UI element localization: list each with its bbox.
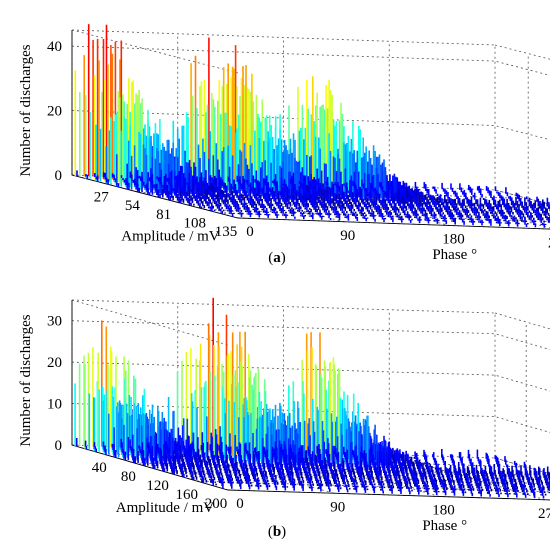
back-wall <box>71 29 496 190</box>
z-tick-label: 20 <box>47 355 62 371</box>
phase-tick-label: 0 <box>246 224 254 240</box>
amplitude-tick-label: 27 <box>94 190 110 206</box>
floor-bars <box>75 438 550 499</box>
amplitude-tick-label: 80 <box>121 469 136 485</box>
phase-tick-label: 90 <box>340 228 355 244</box>
amplitude-axis-label: Amplitude / mV <box>121 229 219 245</box>
z-tick-label: 30 <box>47 314 62 330</box>
axis-frame <box>71 300 550 501</box>
panel-caption: (b) <box>268 524 286 540</box>
chart-panel-b: 01020304080120160200090180270360Number o… <box>18 297 550 540</box>
phase-axis-label: Phase ° <box>422 518 467 534</box>
panel-caption: (a) <box>268 250 286 266</box>
amplitude-tick-label: 108 <box>184 215 207 231</box>
z-tick-label: 10 <box>47 397 62 413</box>
phase-tick-label: 270 <box>548 235 550 251</box>
back-wall <box>71 299 496 458</box>
amplitude-tick-label: 81 <box>156 207 171 223</box>
phase-tick-label: 270 <box>538 506 550 522</box>
amplitude-tick-label: 160 <box>176 487 199 503</box>
phase-axis-label: Phase ° <box>432 247 477 263</box>
z-tick-label: 0 <box>55 168 63 184</box>
amplitude-tick-label: 135 <box>215 224 238 240</box>
amplitude-axis-label: Amplitude / mV <box>116 500 214 516</box>
amplitude-tick-label: 120 <box>146 478 169 494</box>
floor-gridline <box>227 489 550 501</box>
top-edge <box>71 29 239 74</box>
z-gridline <box>71 45 550 76</box>
chart-panel-a: 02040275481108135090180270360Number of d… <box>18 24 550 266</box>
amplitude-tick-label: 54 <box>125 198 141 214</box>
z-axis-label: Number of discharges <box>18 314 34 446</box>
floor-gridline <box>237 217 550 230</box>
floor-bars <box>76 170 550 228</box>
axis-frame <box>71 30 550 230</box>
z-tick-label: 0 <box>55 438 63 454</box>
z-axis-label: Number of discharges <box>18 44 34 176</box>
top-edge <box>71 299 229 346</box>
phase-tick-label: 180 <box>442 232 465 248</box>
phase-tick-label: 90 <box>330 499 345 515</box>
z-tick-label: 20 <box>47 104 62 120</box>
amplitude-tick-label: 200 <box>205 496 228 512</box>
z-tick-label: 40 <box>47 39 62 55</box>
phase-tick-label: 180 <box>432 503 455 519</box>
phase-tick-label: 0 <box>236 496 244 512</box>
amplitude-tick-label: 40 <box>92 460 107 476</box>
